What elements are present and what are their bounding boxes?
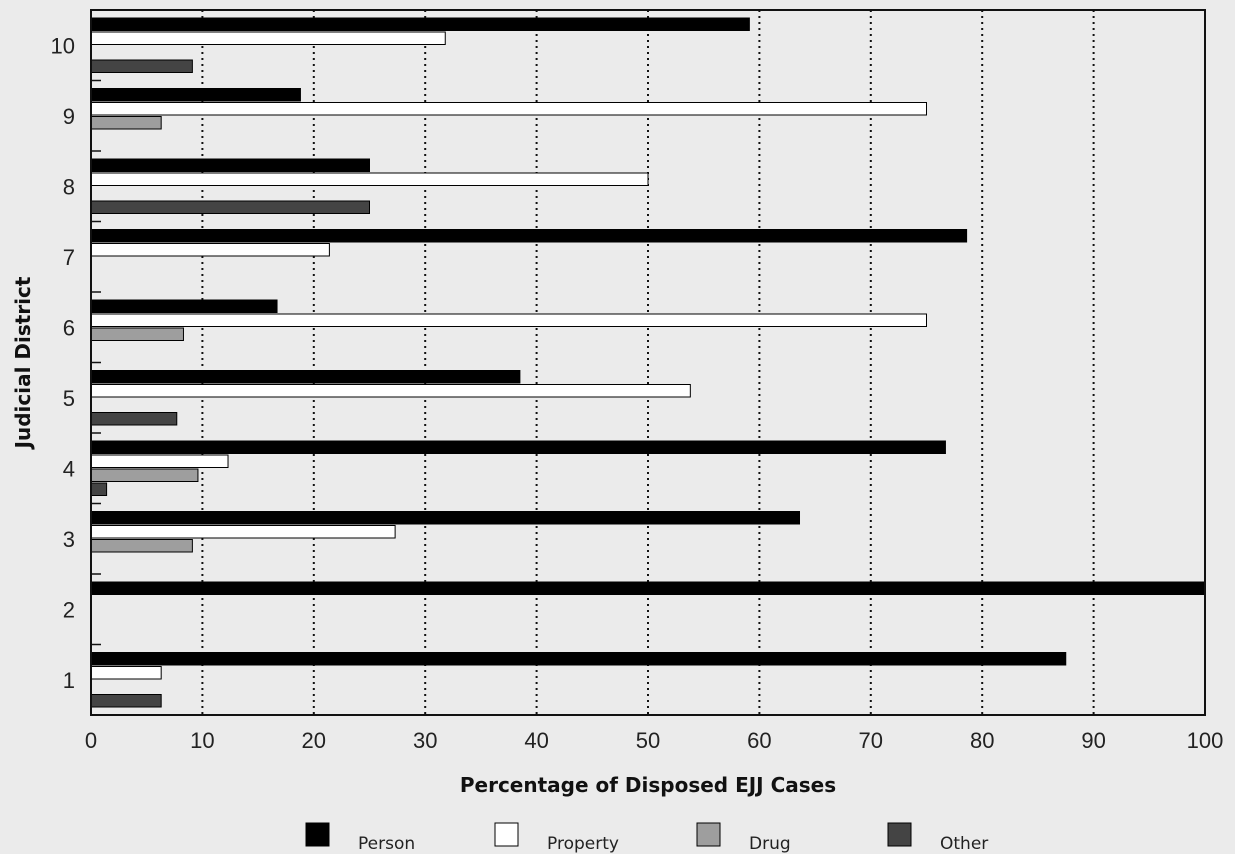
legend-swatch-property — [494, 822, 519, 847]
bar-drug-district-9 — [90, 116, 162, 130]
x-tick-label: 90 — [1081, 728, 1105, 753]
bar-other-district-10 — [90, 59, 193, 73]
legend-label-person: Person — [358, 834, 415, 854]
bar-other-district-5 — [90, 412, 178, 426]
legend-swatch-other — [887, 822, 912, 847]
x-tick-label: 80 — [970, 728, 994, 753]
legend-label-other: Other — [940, 834, 988, 854]
legend-swatch-drug — [696, 822, 721, 847]
x-tick-label: 10 — [190, 728, 214, 753]
bar-other-district-8 — [90, 200, 370, 214]
y-ticks: 1 2 3 4 5 6 7 8 9 10 — [51, 9, 101, 716]
bar-property-district-3 — [90, 525, 396, 539]
bar-person-district-1 — [90, 652, 1067, 666]
x-ticks: 0 10 20 30 40 50 60 70 80 90 100 — [85, 728, 1223, 753]
y-tick-label: 8 — [63, 174, 75, 199]
bar-property-district-1 — [90, 666, 162, 680]
bar-property-district-8 — [90, 172, 649, 186]
bar-drug-district-3 — [90, 539, 193, 553]
y-tick-label: 9 — [63, 104, 75, 129]
plot-frame — [90, 9, 1206, 716]
bar-person-district-9 — [90, 88, 301, 102]
bar-property-district-10 — [90, 31, 446, 45]
bar-drug-district-6 — [90, 327, 184, 341]
bar-person-district-7 — [90, 229, 968, 243]
x-tick-label: 40 — [524, 728, 548, 753]
y-tick-label: 7 — [63, 245, 75, 270]
legend: Person Property Drug Other — [305, 822, 988, 854]
bar-person-district-5 — [90, 370, 521, 384]
bar-property-district-7 — [90, 243, 330, 257]
bar-drug-district-4 — [90, 468, 199, 482]
y-tick-label: 1 — [63, 668, 75, 693]
x-tick-label: 30 — [413, 728, 437, 753]
y-axis-title: Judicial District — [11, 276, 35, 450]
y-tick-label: 6 — [63, 315, 75, 340]
bar-other-district-4 — [90, 482, 108, 496]
y-tick-label: 4 — [63, 456, 75, 481]
bar-person-district-6 — [90, 299, 278, 313]
y-tick-label: 10 — [51, 33, 75, 58]
bar-person-district-4 — [90, 440, 946, 454]
bar-person-district-3 — [90, 511, 801, 525]
x-tick-label: 50 — [636, 728, 660, 753]
bar-person-district-10 — [90, 17, 750, 31]
grid — [201, 10, 1095, 715]
y-tick-label: 5 — [63, 386, 75, 411]
bar-property-district-4 — [90, 454, 229, 468]
bar-property-district-5 — [90, 384, 691, 398]
x-tick-label: 60 — [747, 728, 771, 753]
legend-swatch-person — [305, 822, 330, 847]
x-axis-title: Percentage of Disposed EJJ Cases — [460, 773, 836, 797]
x-tick-label: 0 — [85, 728, 97, 753]
bar-other-district-1 — [90, 694, 162, 708]
bar-property-district-9 — [90, 102, 927, 116]
y-tick-label: 3 — [63, 527, 75, 552]
bar-property-district-6 — [90, 313, 927, 327]
legend-label-drug: Drug — [749, 834, 791, 854]
bars — [90, 17, 1206, 708]
y-tick-label: 2 — [63, 597, 75, 622]
x-tick-label: 100 — [1187, 728, 1224, 753]
legend-label-property: Property — [547, 834, 619, 854]
x-tick-label: 70 — [859, 728, 883, 753]
bar-person-district-8 — [90, 158, 370, 172]
x-tick-label: 20 — [302, 728, 326, 753]
bar-person-district-2 — [90, 581, 1206, 595]
